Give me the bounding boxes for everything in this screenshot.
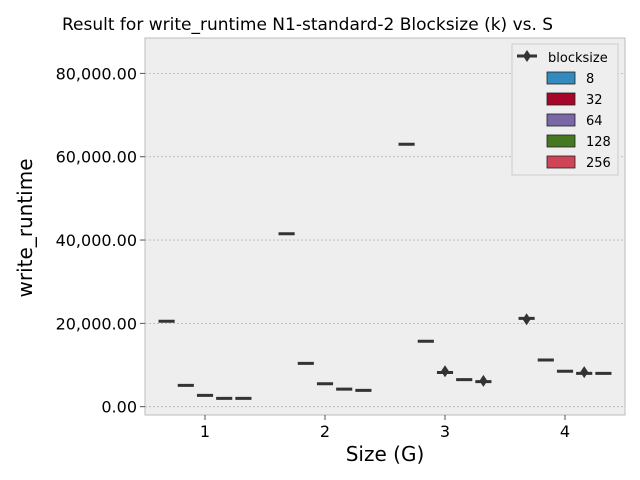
y-axis-label: write_runtime: [13, 158, 37, 297]
outlier-64-3: [441, 365, 449, 378]
legend-frame: [511, 43, 619, 176]
boxes: [158, 142, 612, 400]
legend-handle-marker: [523, 50, 531, 62]
y-tick-label: 80,000.00: [56, 64, 137, 83]
x-axis-label: Size (G): [346, 442, 425, 466]
legend-label-64: 64: [586, 114, 603, 129]
x-tick-label: 1: [200, 422, 210, 441]
legend-label-128: 128: [586, 135, 611, 150]
legend-swatch-64: [546, 113, 576, 127]
x-tick-label: 4: [560, 422, 570, 441]
y-ticks: 0.00 20,000.00 40,000.00 60,000.00 80,000.00: [56, 64, 145, 417]
legend-items: 8 32 64 128 256: [546, 71, 611, 171]
legend-swatch-32: [546, 92, 576, 106]
legend-swatch-128: [546, 134, 576, 148]
legend-title: blocksize: [548, 51, 608, 66]
outlier-128-4: [580, 366, 589, 379]
y-tick-label: 60,000.00: [56, 148, 137, 167]
outlier-8-4: [522, 313, 531, 326]
legend-swatch-8: [546, 71, 576, 85]
chart-title: Result for write_runtime N1-standard-2 B…: [62, 15, 553, 35]
x-ticks: 1 2 3 4: [200, 415, 570, 441]
x-tick-label: 3: [440, 422, 450, 441]
legend-swatch-256: [546, 155, 576, 169]
y-tick-label: 40,000.00: [56, 231, 137, 250]
x-tick-label: 2: [320, 422, 330, 441]
legend-label-256: 256: [586, 156, 611, 171]
legend-label-8: 8: [586, 72, 594, 87]
y-tick-label: 20,000.00: [56, 314, 137, 333]
y-tick-label: 0.00: [101, 398, 137, 417]
legend: blocksize 8 32 64 128 256: [511, 43, 619, 176]
legend-label-32: 32: [586, 93, 603, 108]
outlier-256-3: [479, 374, 488, 387]
